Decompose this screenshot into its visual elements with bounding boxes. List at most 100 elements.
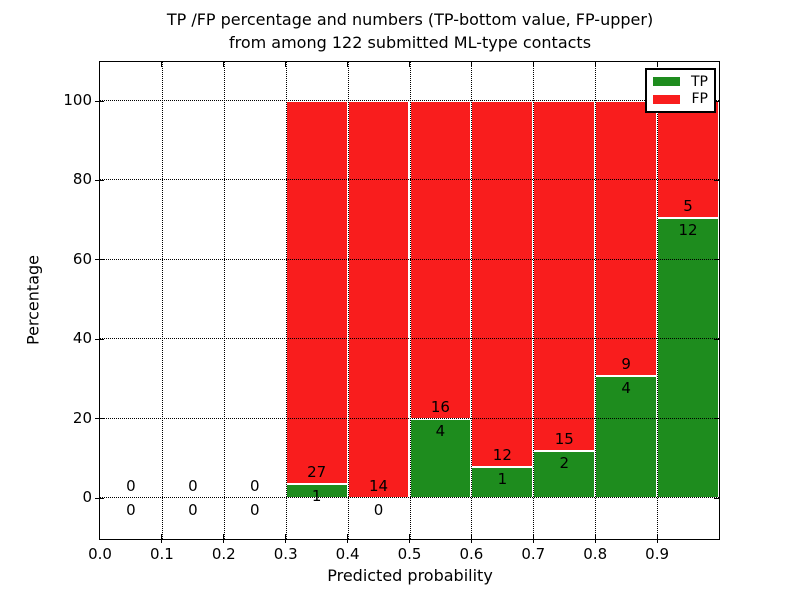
legend: TP FP: [645, 68, 716, 113]
x-tick-label: 0.7: [521, 545, 546, 563]
h-gridline: [100, 338, 719, 340]
chart-title-line2: from among 122 submitted ML-type contact…: [228, 33, 592, 52]
legend-label-tp: TP: [691, 73, 708, 90]
v-gridline: [223, 62, 225, 539]
h-gridline: [100, 417, 719, 419]
fp-count-label: 0: [249, 477, 260, 495]
tp-count-label: 0: [188, 501, 198, 519]
chart-title: TP /FP percentage and numbers (TP-bottom…: [100, 8, 720, 54]
v-gridline: [471, 62, 473, 539]
tp-count-label: 0: [373, 501, 384, 519]
legend-swatch-fp: [653, 94, 680, 104]
v-gridline: [533, 62, 535, 539]
tp-count-label: 1: [311, 486, 322, 505]
y-tick-label: 60: [72, 249, 92, 268]
x-tick-top: [161, 62, 163, 67]
v-gridline: [161, 62, 163, 539]
x-tick-label: 0.3: [273, 545, 298, 563]
v-gridline: [285, 62, 287, 539]
tp-count-label: 12: [678, 220, 698, 239]
y-tick-right: [714, 259, 719, 261]
v-gridline: [347, 62, 349, 539]
fp-bar: [347, 101, 410, 498]
h-gridline: [100, 497, 719, 498]
x-tick-top: [532, 62, 534, 67]
fp-count-label: 16: [430, 397, 450, 416]
fp-bar: [595, 101, 658, 376]
legend-swatch-tp: [653, 77, 680, 87]
y-tick-label: 80: [72, 170, 92, 189]
x-tick-label: 0.4: [335, 545, 360, 563]
y-tick-right: [714, 338, 719, 340]
x-tick-top: [223, 62, 225, 67]
tp-bar: [409, 418, 472, 498]
fp-count-label: 0: [188, 477, 198, 495]
h-gridline: [100, 258, 719, 260]
legend-entry-fp: FP: [653, 92, 708, 106]
fp-count-label: 12: [492, 446, 512, 465]
tp-count-label: 1: [497, 470, 508, 489]
x-tick-top: [285, 62, 287, 67]
x-axis-label: Predicted probability: [327, 566, 493, 585]
x-tick: [594, 534, 596, 543]
x-tick: [161, 534, 163, 543]
v-gridline: [657, 62, 659, 539]
y-tick: [95, 259, 104, 261]
fp-count-label: 9: [621, 354, 631, 373]
y-tick-label: 0: [82, 488, 92, 506]
x-tick: [223, 534, 225, 543]
fp-bar: [533, 101, 596, 452]
x-tick: [409, 534, 410, 543]
x-tick-top: [594, 62, 596, 67]
y-tick-right: [714, 100, 719, 102]
y-tick: [95, 338, 104, 340]
y-tick-right: [714, 497, 719, 499]
x-tick-top: [409, 62, 410, 67]
y-tick-label: 100: [63, 91, 92, 109]
y-tick-right: [714, 418, 719, 420]
v-gridline: [595, 62, 597, 539]
y-tick-right: [714, 179, 719, 181]
x-tick: [656, 534, 658, 543]
x-tick-top: [470, 62, 472, 67]
tp-count-label: 4: [621, 378, 631, 397]
legend-entry-tp: TP: [653, 75, 708, 89]
x-tick-top: [347, 62, 349, 67]
y-tick-label: 40: [72, 329, 92, 348]
x-tick-label: 0.6: [459, 545, 484, 563]
y-tick: [95, 179, 104, 181]
x-tick: [285, 534, 287, 543]
tp-count-label: 2: [559, 454, 570, 473]
tp-bar: [533, 451, 596, 498]
x-tick-label: 0.0: [88, 545, 112, 563]
fp-count-label: 27: [307, 462, 327, 481]
y-tick: [95, 497, 104, 499]
y-tick-label: 20: [72, 408, 92, 427]
y-tick: [95, 418, 104, 420]
tp-count-label: 0: [126, 501, 136, 519]
plot-area: 0 0 0 0 0 0 27 1 14 0 16 4 12 1 15 2 9 4 5 12 TP FP: [95, 61, 720, 543]
fp-count-label: 14: [369, 477, 389, 495]
tp-count-label: 4: [435, 421, 446, 440]
x-tick-label: 0.9: [645, 545, 670, 563]
tp-count-label: 0: [249, 501, 260, 519]
fp-count-label: 5: [683, 196, 693, 215]
h-gridline: [100, 100, 719, 101]
x-tick-label: 0.5: [397, 545, 422, 563]
y-tick: [95, 100, 104, 102]
x-tick: [470, 534, 472, 543]
x-tick-label: 0.1: [149, 545, 174, 563]
x-tick: [532, 534, 534, 543]
x-tick-label: 0.2: [211, 545, 236, 563]
fp-count-label: 15: [554, 430, 574, 449]
fp-bar: [285, 101, 348, 484]
x-tick-label: 0.8: [583, 545, 608, 563]
x-tick-top: [656, 62, 658, 67]
legend-label-fp: FP: [691, 91, 709, 108]
fp-count-label: 0: [126, 477, 136, 495]
fp-bar: [409, 101, 472, 419]
v-gridline: [409, 62, 411, 539]
x-tick: [347, 534, 349, 543]
fp-bar: [471, 101, 534, 468]
